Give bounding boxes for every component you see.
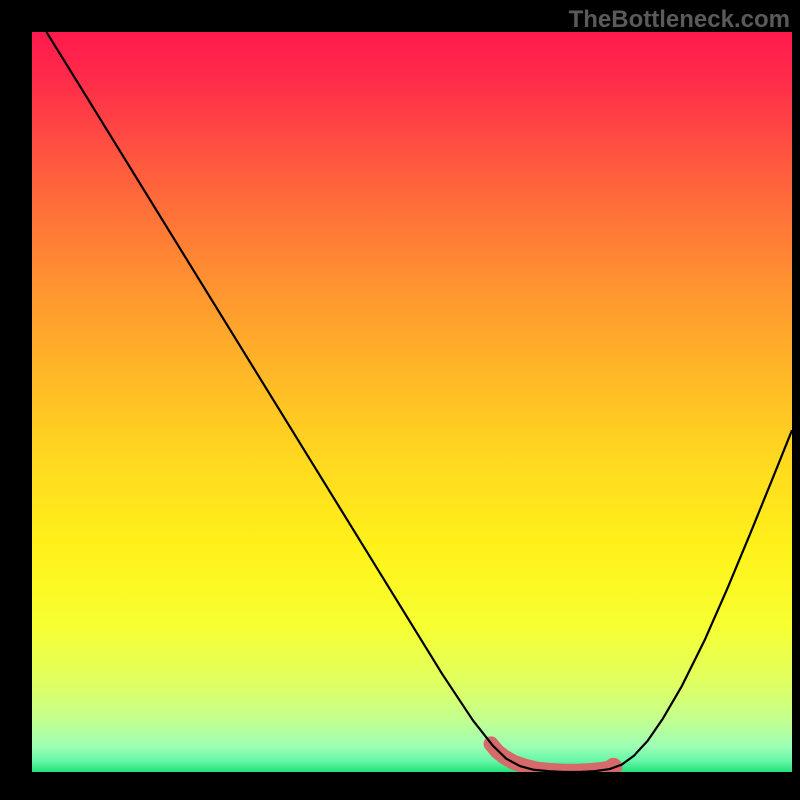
curve-layer	[32, 32, 792, 772]
chart-container: TheBottleneck.com	[0, 0, 800, 800]
optimal-band	[491, 744, 613, 771]
bottleneck-curve	[46, 32, 792, 772]
plot-area	[32, 32, 792, 772]
watermark-text: TheBottleneck.com	[569, 6, 790, 34]
